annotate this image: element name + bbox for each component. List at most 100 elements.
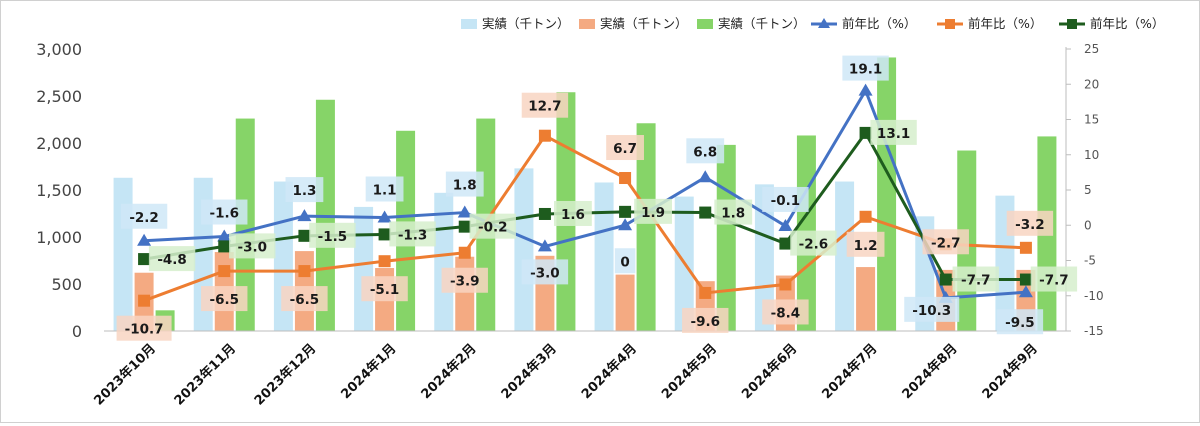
triangle-marker (858, 83, 873, 96)
data-label-box (554, 200, 592, 226)
square-marker (939, 273, 952, 286)
square-marker (859, 126, 872, 139)
line-series-path (143, 134, 1026, 303)
bar-mark (754, 184, 774, 331)
y-left-tick-label: 2,500 (36, 87, 82, 106)
square-marker (699, 206, 712, 219)
data-label: -4.8 (157, 252, 187, 268)
y-left-tick-label: 1,000 (36, 228, 82, 247)
x-tick-label: 2024年7月 (819, 341, 881, 403)
legend-label: 前年比（%） (1090, 16, 1164, 31)
data-label-box (116, 315, 172, 341)
data-label-box (762, 186, 809, 212)
data-label: -6.5 (209, 292, 239, 308)
triangle-marker (537, 239, 552, 252)
data-label: 0 (620, 254, 629, 270)
triangle-marker (377, 210, 392, 223)
data-label-box (281, 286, 328, 312)
x-tick-label: 2023年11月 (171, 341, 239, 409)
square-marker (699, 286, 712, 299)
square-marker (378, 228, 391, 241)
x-tick-label: 2024年3月 (498, 341, 560, 403)
data-label: 6.7 (613, 141, 637, 157)
bar-mark (877, 57, 897, 332)
x-tick-label: 2024年9月 (979, 341, 1041, 403)
data-label: -2.7 (931, 235, 961, 251)
data-label: -0.1 (771, 193, 801, 209)
x-tick-label: 2023年12月 (251, 341, 319, 409)
y-right-tick-label: 5 (1084, 183, 1092, 197)
data-label: -2.2 (129, 210, 159, 226)
data-label-box (790, 230, 837, 256)
data-label-box (614, 248, 636, 274)
y-right-tick-label: -15 (1084, 324, 1104, 338)
data-label: -2.6 (799, 237, 829, 253)
data-label-box (952, 266, 999, 292)
square-marker (378, 255, 391, 268)
square-marker (1019, 241, 1032, 254)
x-tick-label: 2024年6月 (739, 341, 801, 403)
bar-mark (113, 177, 133, 331)
legend-swatch (697, 19, 713, 29)
bar-mark (835, 181, 855, 331)
data-label-box (904, 296, 960, 322)
data-label-box (120, 203, 168, 229)
data-label: 1.6 (561, 207, 585, 223)
legend: 実績（千トン） 実績（千トン） 実績（千トン） 前年比（%） 前年比（%） 前年比（%） (461, 16, 1164, 31)
data-label: -10.7 (125, 322, 164, 338)
data-label: 19.1 (849, 62, 882, 78)
data-label: -9.5 (1005, 315, 1035, 331)
legend-swatch (579, 19, 595, 29)
square-marker (138, 294, 151, 307)
data-label-box (686, 138, 725, 164)
x-tick-label: 2023年10月 (91, 341, 159, 409)
bar-mark (636, 123, 656, 331)
x-tick-label: 2024年5月 (658, 341, 720, 403)
data-label: 1.2 (854, 238, 878, 254)
y-left-tick-label: 500 (51, 275, 82, 294)
data-label: -1.5 (318, 229, 348, 245)
x-tick-label: 2024年1月 (338, 341, 400, 403)
data-label-box (846, 231, 885, 257)
data-label-box (521, 259, 569, 285)
data-label: -10.3 (912, 303, 951, 319)
data-label-box (1006, 210, 1054, 236)
legend-square-marker (945, 19, 955, 29)
y-right-tick-label: 25 (1084, 42, 1099, 56)
square-marker (458, 246, 471, 259)
square-marker (218, 240, 231, 253)
y-left-tick-label: 3,000 (36, 40, 82, 59)
y-right-tick-label: 15 (1084, 113, 1099, 127)
triangle-marker (297, 209, 312, 222)
square-marker (779, 278, 792, 291)
legend-swatch (461, 19, 477, 29)
data-label: -1.6 (209, 206, 239, 222)
triangle-marker (217, 229, 232, 242)
data-label-box (521, 92, 569, 118)
data-label: 13.1 (877, 126, 910, 142)
data-label-box (842, 55, 889, 81)
square-marker (538, 129, 551, 142)
data-label: -6.5 (290, 292, 320, 308)
data-label-box (714, 199, 753, 225)
y-right-tick-label: -5 (1084, 254, 1096, 268)
legend-triangle-marker (818, 18, 830, 28)
data-label: 1.3 (292, 183, 316, 199)
data-label-box (1030, 266, 1078, 292)
data-label-box (201, 286, 248, 312)
legend-label: 前年比（%） (842, 16, 916, 31)
y-right-tick-label: 0 (1084, 218, 1092, 232)
data-label-box (996, 309, 1044, 335)
square-marker (298, 265, 311, 278)
data-label: -1.3 (398, 227, 428, 243)
data-label-box (682, 307, 729, 333)
y-left-tick-label: 0 (72, 322, 82, 341)
data-label: 12.7 (528, 99, 561, 115)
bar-mark (856, 267, 876, 331)
data-label: 1.9 (641, 205, 665, 221)
legend-label: 前年比（%） (968, 16, 1042, 31)
triangle-marker (778, 218, 793, 231)
data-label-box (445, 171, 484, 197)
data-label: -5.1 (370, 282, 400, 298)
